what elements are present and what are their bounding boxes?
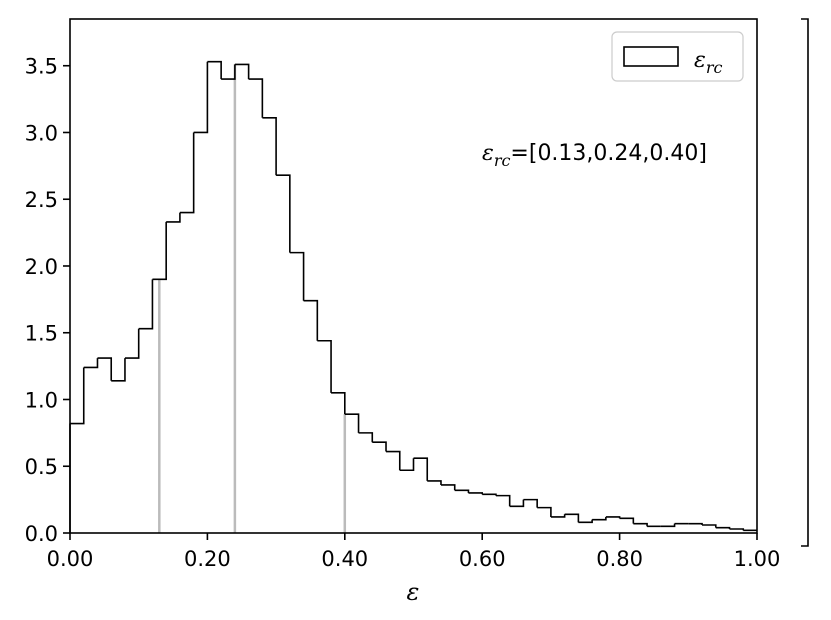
histogram-bin — [372, 441, 387, 452]
x-tick-label: 0.20 — [184, 547, 231, 571]
y-tick-label: 3.0 — [25, 121, 58, 145]
x-tick-label: 0.00 — [47, 547, 94, 571]
x-tick-label: 0.40 — [321, 547, 368, 571]
histogram-bin — [179, 132, 195, 214]
histogram-bin — [276, 174, 291, 253]
histogram-bin — [537, 506, 552, 517]
histogram-bin — [564, 513, 580, 523]
y-tick-label: 2.0 — [25, 255, 58, 279]
histogram-bin — [207, 60, 222, 80]
plot-frame — [69, 18, 758, 534]
histogram-bin — [578, 519, 593, 524]
histogram-bin — [289, 251, 305, 301]
histogram-bin — [166, 212, 181, 223]
histogram-bin — [248, 78, 264, 118]
histogram-bin — [70, 367, 85, 425]
histogram-bin — [619, 517, 635, 524]
y-tick-label: 1.0 — [25, 388, 58, 412]
histogram-bin — [358, 432, 374, 443]
legend-label: εrc — [694, 48, 722, 77]
histogram-bin — [344, 413, 360, 433]
histogram-bin — [482, 493, 497, 496]
histogram-bin — [221, 64, 236, 80]
x-tick-label: 1.00 — [734, 547, 781, 571]
histogram-bin — [509, 499, 525, 508]
histogram-bin — [124, 328, 140, 359]
histogram-bin — [111, 358, 126, 382]
histogram-bin — [715, 526, 731, 529]
histogram-bin — [152, 221, 167, 281]
histogram-bin — [495, 494, 511, 507]
legend: εrc — [611, 31, 744, 82]
histogram-bin — [427, 480, 442, 485]
histogram-bin — [399, 458, 415, 472]
histogram-bin — [550, 514, 566, 518]
x-tick-label: 0.80 — [596, 547, 643, 571]
histogram-bin — [592, 516, 607, 521]
histogram-bin — [605, 516, 621, 519]
histogram-bin — [468, 492, 483, 495]
y-tick-label: 0.5 — [25, 455, 58, 479]
histogram-bin — [688, 522, 703, 525]
histogram-bin — [523, 498, 538, 508]
histogram-bin — [234, 63, 250, 80]
quantile-annotation: εrc=[0.13,0.24,0.40] — [482, 141, 707, 170]
histogram-bin — [386, 450, 401, 471]
x-tick-label: 0.60 — [459, 547, 506, 571]
histogram-bin — [317, 339, 332, 393]
histogram-bin — [454, 489, 470, 493]
histogram-bin — [729, 528, 745, 531]
histogram-bin — [138, 279, 154, 330]
histogram-bin — [702, 524, 717, 528]
x-axis-title: ε — [407, 578, 420, 606]
histogram-bin — [83, 358, 99, 369]
legend-swatch — [623, 46, 679, 67]
histogram-bin — [413, 457, 429, 481]
histogram-bin — [440, 484, 456, 491]
histogram-bin — [633, 522, 648, 527]
y-tick-label: 2.5 — [25, 188, 58, 212]
right-bracket — [801, 18, 809, 547]
histogram-bin — [331, 392, 346, 415]
y-tick-label: 0.0 — [25, 522, 58, 546]
y-tick-label: 3.5 — [25, 55, 58, 79]
histogram-bin — [262, 116, 277, 176]
y-tick-label: 1.5 — [25, 322, 58, 346]
histogram-bin — [97, 357, 113, 381]
histogram-bin — [193, 61, 209, 134]
histogram-bin — [303, 299, 319, 341]
histogram-bin — [660, 523, 676, 528]
